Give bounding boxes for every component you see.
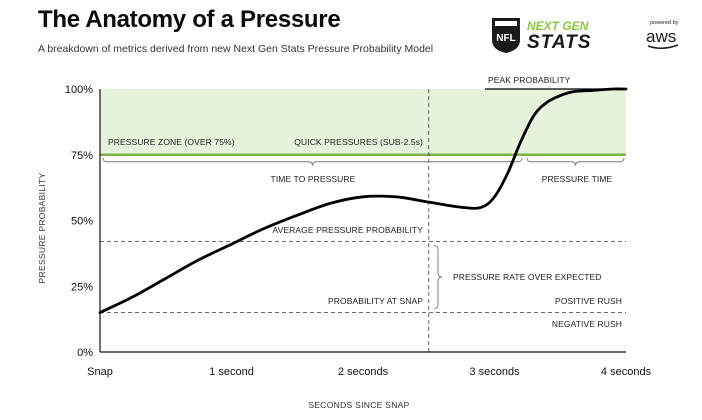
average-pressure-label: AVERAGE PRESSURE PROBABILITY: [273, 225, 424, 235]
pressure-time-label: PRESSURE TIME: [542, 174, 613, 184]
x-axis-title: SECONDS SINCE SNAP: [308, 400, 409, 410]
x-tick-label: 4 seconds: [601, 366, 652, 378]
negative-rush-label: NEGATIVE RUSH: [552, 319, 622, 329]
positive-rush-label: POSITIVE RUSH: [555, 296, 622, 306]
pressure-rate-label: PRESSURE RATE OVER EXPECTED: [453, 272, 602, 282]
brand-line-2: STATS: [527, 32, 591, 53]
y-tick-label: 0%: [77, 347, 93, 359]
x-tick-label: 1 second: [209, 366, 254, 378]
brand-line-1: NEXT GEN: [527, 19, 589, 33]
y-tick-label: 75%: [71, 150, 93, 162]
y-tick-labels: 0% 25% 50% 75% 100%: [65, 84, 93, 359]
quick-pressures-label: QUICK PRESSURES (SUB-2.5s): [294, 137, 423, 147]
pressure-time-brace: [526, 157, 625, 166]
pressure-probability-curve: [98, 87, 628, 314]
y-tick-label: 100%: [65, 84, 93, 96]
page-subtitle: A breakdown of metrics derived from new …: [38, 43, 434, 55]
nfl-wordmark: NFL: [496, 33, 515, 44]
time-to-pressure-label: TIME TO PRESSURE: [271, 174, 356, 184]
pressure-rate-brace: [433, 245, 443, 309]
probability-at-snap-label: PROBABILITY AT SNAP: [328, 296, 423, 306]
pressure-zone-label: PRESSURE ZONE (OVER 75%): [108, 137, 235, 147]
powered-by-text: powered by: [650, 20, 679, 26]
aws-wordmark: aws: [646, 27, 676, 46]
brand-logos: NFL NEXT GEN STATS powered by aws: [492, 18, 679, 53]
y-tick-label: 50%: [71, 216, 93, 228]
peak-probability-label: PEAK PROBABILITY: [488, 75, 571, 85]
y-tick-label: 25%: [71, 281, 93, 293]
time-to-pressure-brace: [102, 157, 523, 166]
x-tick-label: Snap: [87, 366, 113, 378]
nfl-shield-icon: NFL: [492, 18, 520, 53]
aws-smile-icon: [647, 44, 679, 49]
x-tick-labels: Snap 1 second 2 seconds 3 seconds 4 seconds: [87, 366, 651, 378]
page-title: The Anatomy of a Pressure: [38, 6, 341, 33]
x-tick-label: 2 seconds: [338, 366, 389, 378]
x-tick-label: 3 seconds: [469, 366, 520, 378]
pressure-zone-area: [100, 89, 626, 155]
y-axis-title: PRESSURE PROBABILITY: [37, 173, 47, 284]
